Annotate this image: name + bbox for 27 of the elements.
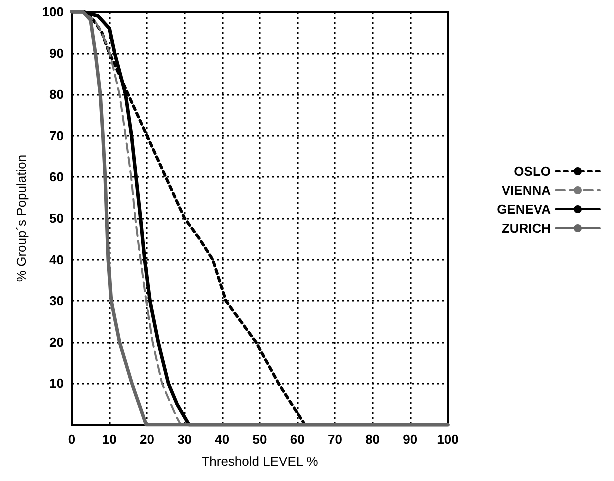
y-tick-label: 30 — [50, 294, 64, 309]
y-tick-label: 100 — [42, 4, 64, 20]
x-axis-title: Threshold LEVEL % — [202, 454, 319, 469]
x-tick-label: 70 — [328, 432, 342, 447]
x-tick-label: 30 — [178, 432, 192, 447]
x-tick-label: 100 — [437, 432, 459, 447]
y-tick-label: 50 — [50, 211, 64, 226]
y-tick-label: 90 — [50, 46, 64, 61]
y-axis-title: % Group´s Population — [14, 154, 29, 282]
y-tick-label: 10 — [50, 376, 64, 392]
x-tick-label: 90 — [403, 432, 418, 447]
legend-label: OSLO — [514, 164, 551, 179]
legend-label: ZURICH — [502, 221, 551, 236]
x-tick-label: 40 — [215, 432, 230, 447]
y-tick-label: 20 — [50, 334, 64, 350]
y-tick-label: 70 — [50, 128, 64, 144]
y-tick-label: 40 — [50, 252, 64, 268]
legend-label: VIENNA — [502, 183, 552, 198]
legend-label: GENEVA — [497, 202, 552, 217]
x-tick-label: 60 — [290, 432, 305, 447]
x-tick-label: 80 — [366, 432, 380, 447]
y-tick-label: 60 — [50, 170, 64, 185]
x-tick-label: 20 — [140, 432, 154, 447]
x-tick-label: 0 — [68, 432, 76, 447]
x-tick-label: 50 — [252, 432, 268, 447]
y-tick-label: 80 — [50, 87, 64, 102]
x-tick-label: 10 — [102, 432, 117, 447]
